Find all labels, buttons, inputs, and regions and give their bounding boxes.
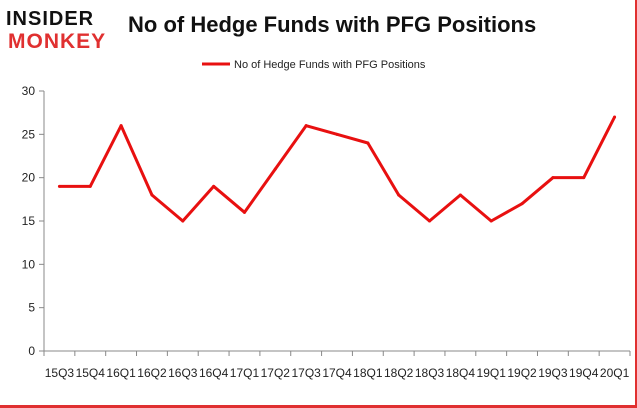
x-tick-label: 20Q1	[600, 366, 630, 380]
insider-monkey-logo: INSIDER MONKEY	[6, 8, 118, 54]
data-point	[613, 115, 617, 119]
data-point	[88, 184, 92, 188]
x-tick-label: 17Q4	[322, 366, 352, 380]
data-point	[273, 167, 277, 171]
data-point	[582, 176, 586, 180]
data-point	[551, 176, 555, 180]
data-point	[212, 184, 216, 188]
x-tick-label: 17Q1	[230, 366, 260, 380]
legend-label: No of Hedge Funds with PFG Positions	[234, 59, 426, 71]
y-tick-label: 5	[28, 301, 35, 315]
x-tick-label: 19Q3	[538, 366, 568, 380]
data-point	[520, 202, 524, 206]
x-tick-label: 17Q2	[261, 366, 291, 380]
data-point	[57, 184, 61, 188]
x-tick-label: 18Q4	[446, 366, 476, 380]
data-point	[428, 219, 432, 223]
data-point	[150, 193, 154, 197]
x-tick-label: 19Q2	[507, 366, 537, 380]
logo-line2: MONKEY	[8, 30, 107, 53]
legend: No of Hedge Funds with PFG Positions	[202, 59, 426, 71]
chart-axes	[43, 91, 630, 352]
x-tick-label: 19Q4	[569, 366, 599, 380]
data-point	[335, 132, 339, 136]
x-tick-label: 16Q1	[106, 366, 136, 380]
series-line	[59, 116, 616, 223]
x-axis-ticks: 15Q3 15Q4 16Q1 16Q2 16Q3 16Q4 17Q1 17Q2 17Q3 17Q4…	[43, 351, 631, 380]
x-tick-label: 18Q1	[353, 366, 383, 380]
x-tick-label: 16Q2	[137, 366, 167, 380]
y-tick-label: 20	[22, 171, 36, 185]
y-tick-label: 15	[22, 214, 36, 228]
y-tick-label: 30	[22, 84, 36, 98]
data-point	[304, 124, 308, 128]
data-point	[181, 219, 185, 223]
x-tick-label: 19Q1	[477, 366, 507, 380]
x-tick-label: 15Q4	[76, 366, 106, 380]
data-point	[366, 141, 370, 145]
y-tick-label: 0	[28, 344, 35, 358]
data-point	[119, 124, 123, 128]
data-point	[458, 193, 462, 197]
x-tick-label: 18Q2	[384, 366, 414, 380]
y-axis-ticks: 0 5 10 15 20 25 30	[22, 84, 44, 358]
y-tick-label: 10	[22, 257, 36, 271]
data-point	[397, 193, 401, 197]
series-group	[57, 115, 617, 223]
x-tick-label: 15Q3	[45, 366, 75, 380]
chart-title: No of Hedge Funds with PFG Positions	[128, 12, 537, 37]
x-tick-label: 16Q3	[168, 366, 198, 380]
data-point	[242, 210, 246, 214]
y-tick-label: 25	[22, 127, 36, 141]
data-point	[489, 219, 493, 223]
x-tick-label: 18Q3	[415, 366, 445, 380]
x-tick-label: 16Q4	[199, 366, 229, 380]
logo-line1: INSIDER	[6, 8, 95, 30]
x-tick-label: 17Q3	[291, 366, 321, 380]
